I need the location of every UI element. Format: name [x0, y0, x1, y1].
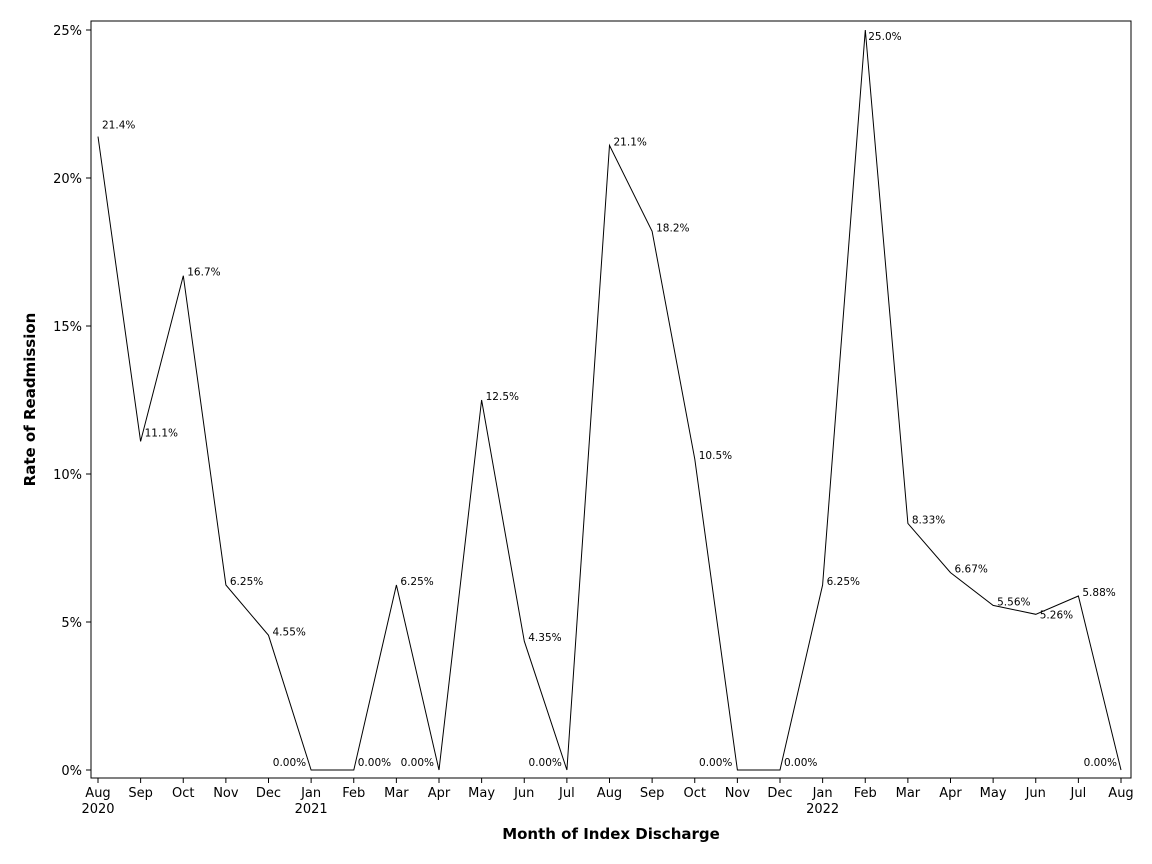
data-label: 5.56%	[997, 596, 1030, 608]
y-tick-label: 15%	[53, 320, 82, 335]
x-tick-label: Jul	[558, 786, 575, 801]
x-tick-label: Jan	[812, 786, 833, 801]
x-year-label: 2022	[806, 802, 839, 817]
x-tick-label: Apr	[939, 786, 962, 801]
data-labels: 21.4% 11.1% 16.7% 6.25% 4.55% 0.00% 0.00% 6.25%…	[102, 31, 1117, 769]
plot-frame	[90, 20, 1132, 779]
x-tick-label: Aug	[85, 786, 110, 801]
x-tick-label: May	[980, 786, 1007, 801]
x-axis-title: Month of Index Discharge	[502, 825, 720, 843]
x-year-label: 2021	[295, 802, 328, 817]
x-tick-label: Feb	[342, 786, 365, 801]
data-label: 8.33%	[912, 514, 945, 526]
x-tick-label: Jun	[1025, 786, 1046, 801]
data-label: 21.1%	[614, 136, 647, 148]
series-line	[97, 29, 1122, 771]
y-axis: 0% 5% 10% 15% 20% 25%	[53, 24, 91, 779]
x-tick-label: Jun	[513, 786, 534, 801]
x-tick-label: Jan	[300, 786, 321, 801]
x-tick-label: Feb	[854, 786, 877, 801]
data-label: 6.25%	[827, 576, 860, 588]
data-label: 16.7%	[187, 267, 220, 279]
x-tick-label: Sep	[640, 786, 665, 801]
data-label: 0.00%	[529, 757, 562, 769]
y-tick-label: 10%	[53, 468, 82, 483]
data-label: 5.88%	[1082, 587, 1115, 599]
data-label: 6.25%	[230, 576, 263, 588]
y-tick-label: 5%	[61, 616, 82, 631]
data-label: 0.00%	[358, 757, 391, 769]
y-tick-label: 0%	[61, 764, 82, 779]
data-label: 0.00%	[1084, 757, 1117, 769]
data-label: 0.00%	[784, 757, 817, 769]
x-tick-label: Aug	[597, 786, 622, 801]
data-label: 0.00%	[273, 757, 306, 769]
x-tick-label: Jul	[1070, 786, 1087, 801]
y-tick-label: 25%	[53, 24, 82, 39]
x-tick-label: Sep	[128, 786, 153, 801]
data-label: 6.25%	[400, 576, 433, 588]
y-tick-label: 20%	[53, 172, 82, 187]
data-label: 12.5%	[486, 391, 519, 403]
x-tick-label: Oct	[172, 786, 194, 801]
data-label: 6.67%	[955, 564, 988, 576]
data-label: 18.2%	[656, 222, 689, 234]
data-label: 0.00%	[699, 757, 732, 769]
x-tick-label: Apr	[428, 786, 451, 801]
x-year-label: 2020	[81, 802, 114, 817]
x-tick-label: Aug	[1108, 786, 1133, 801]
y-axis-title: Rate of Readmission	[21, 313, 39, 487]
x-tick-label: Nov	[725, 786, 751, 801]
data-label: 0.00%	[401, 757, 434, 769]
x-tick-label: Oct	[684, 786, 706, 801]
data-label: 11.1%	[145, 427, 178, 439]
data-label: 4.55%	[273, 626, 306, 638]
x-tick-label: May	[468, 786, 495, 801]
data-label: 21.4%	[102, 120, 135, 132]
x-tick-label: Dec	[256, 786, 281, 801]
data-label: 4.35%	[528, 632, 561, 644]
data-label: 25.0%	[868, 31, 901, 43]
data-label: 10.5%	[699, 450, 732, 462]
x-tick-label: Dec	[767, 786, 792, 801]
x-tick-label: Nov	[213, 786, 239, 801]
x-tick-label: Mar	[384, 786, 409, 801]
x-tick-label: Mar	[896, 786, 921, 801]
data-label: 5.26%	[1040, 609, 1073, 621]
